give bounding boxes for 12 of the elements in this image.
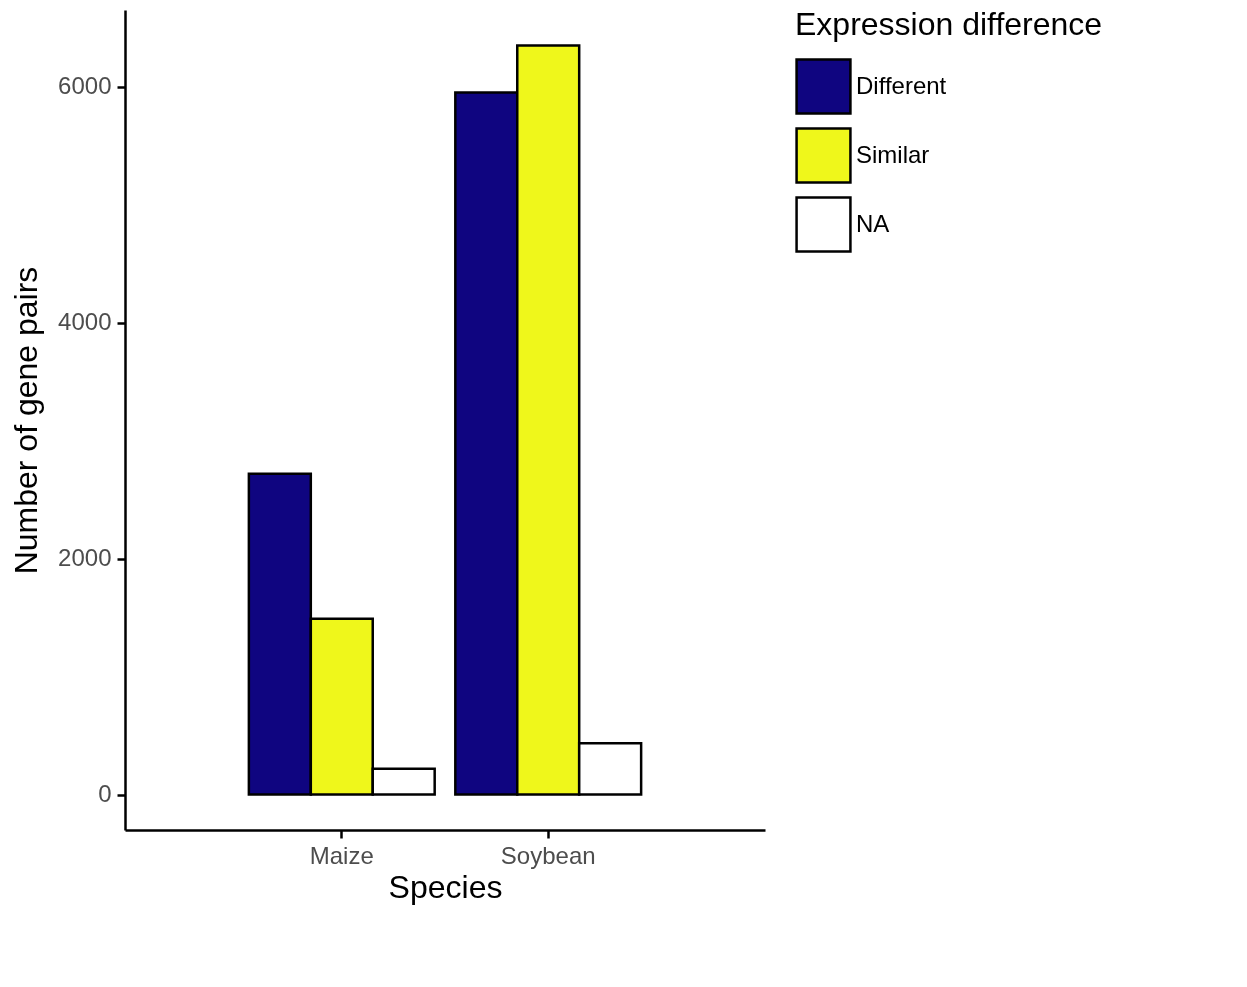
legend-label: Similar: [856, 140, 930, 168]
legend-title: Expression difference: [795, 6, 1103, 42]
legend-label: Different: [856, 71, 947, 99]
y-axis-title: Number of gene pairs: [8, 266, 45, 575]
y-tick-label: 4000: [58, 308, 112, 336]
y-tick-label: 2000: [58, 544, 112, 572]
legend-label: NA: [856, 209, 890, 237]
y-tick-label: 6000: [58, 72, 112, 100]
x-axis-title: Species: [388, 868, 503, 905]
x-tick-label: Soybean: [500, 841, 596, 869]
y-tick-label: 0: [98, 780, 112, 808]
x-tick-label: Maize: [309, 841, 374, 869]
